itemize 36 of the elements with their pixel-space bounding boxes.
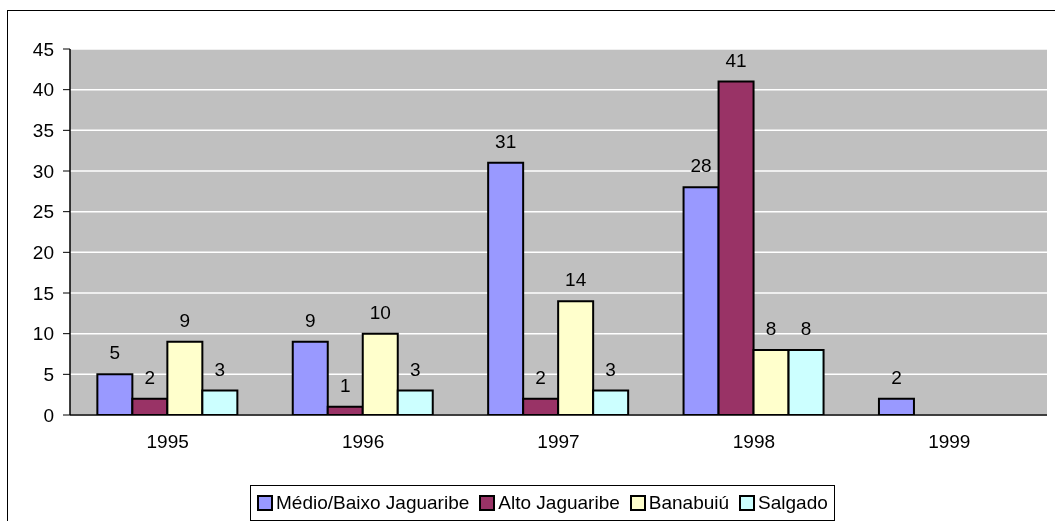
data-label: 2 xyxy=(891,366,902,388)
x-tick-label: 1995 xyxy=(146,431,189,453)
data-label: 2 xyxy=(144,366,156,388)
data-label: 3 xyxy=(409,358,421,380)
y-tick-label: 10 xyxy=(32,323,54,345)
data-label: 28 xyxy=(690,155,712,177)
data-label: 31 xyxy=(495,130,517,152)
x-tick-label: 1997 xyxy=(537,431,580,453)
data-label: 3 xyxy=(605,358,616,380)
legend-label: Banabuiú xyxy=(648,492,730,514)
y-tick-label: 30 xyxy=(32,160,54,182)
data-label: 5 xyxy=(109,342,121,364)
y-tick-label: 5 xyxy=(43,364,54,386)
y-tick-label: 40 xyxy=(32,79,54,101)
y-tick-label: 15 xyxy=(32,282,54,304)
legend-label: Médio/Baixo Jaguaribe xyxy=(276,492,470,514)
data-label: 9 xyxy=(179,309,191,331)
y-tick-label: 45 xyxy=(32,38,54,60)
x-tick-label: 1998 xyxy=(732,431,776,453)
data-label: 2 xyxy=(535,366,546,388)
y-tick-label: 20 xyxy=(32,242,54,264)
x-tick-label: 1996 xyxy=(341,431,385,453)
legend-label: Salgado xyxy=(758,492,828,514)
data-label: 1 xyxy=(339,374,351,396)
data-label: 3 xyxy=(214,358,226,380)
data-label: 9 xyxy=(304,309,316,331)
x-tick-label: 1999 xyxy=(928,431,971,453)
data-label: 41 xyxy=(725,49,747,71)
y-tick-label: 35 xyxy=(32,120,54,142)
y-tick-label: 0 xyxy=(43,404,54,426)
legend-label: Alto Jaguaribe xyxy=(498,492,620,514)
data-label: 8 xyxy=(765,317,777,339)
data-label: 8 xyxy=(800,317,812,339)
data-label: 14 xyxy=(565,269,587,291)
y-tick-label: 25 xyxy=(32,201,54,223)
data-label: 10 xyxy=(369,301,391,323)
